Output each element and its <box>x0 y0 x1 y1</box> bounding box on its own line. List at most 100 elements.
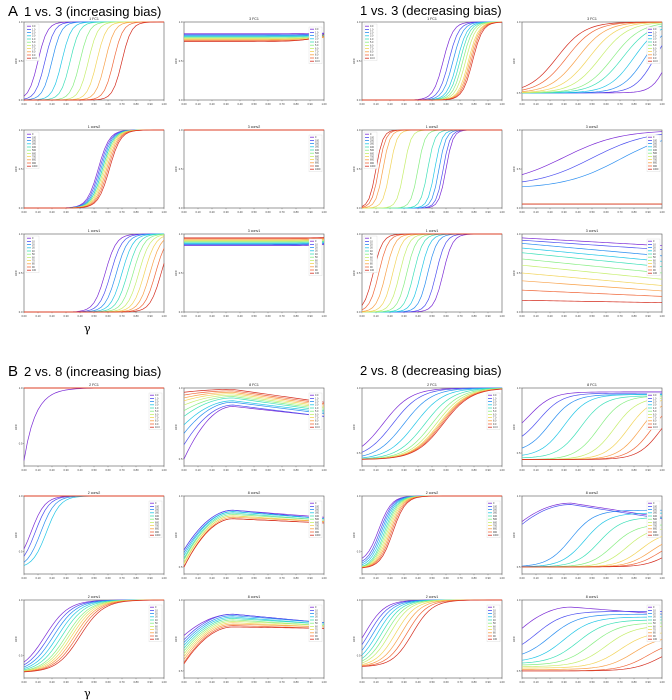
legend-label: 500 <box>653 152 658 155</box>
y-tick-label: 0.5 <box>357 271 361 275</box>
x-tick-label: 0.10 <box>373 680 379 684</box>
legend-label: 7.0 <box>653 51 657 54</box>
chart-title: 8 conv2 <box>586 491 599 495</box>
series-line <box>183 619 325 652</box>
legend-label: 60 <box>32 256 35 259</box>
x-tick-label: 0.90 <box>645 314 651 318</box>
legend-label: 60 <box>155 625 158 628</box>
x-tick-label: 0.80 <box>631 210 637 214</box>
legend-label: 300 <box>653 512 658 515</box>
legend-label: 4.0 <box>32 38 36 41</box>
series-line <box>183 626 325 665</box>
chart-panel: 8 FC1 ACC 0.00 0.10 0.20 0.30 0.40 0.50 0.60 0.70… <box>174 383 327 472</box>
series-line <box>362 21 503 101</box>
x-tick-label: 0.10 <box>195 102 201 106</box>
x-tick-label: 0.80 <box>133 680 139 684</box>
series-line <box>183 397 325 417</box>
series-line <box>184 240 325 243</box>
legend-label: 200 <box>315 509 320 512</box>
x-tick-label: 0.80 <box>631 576 637 580</box>
x-tick-label: 0.80 <box>133 210 139 214</box>
legend-label: 8.0 <box>155 420 159 423</box>
series-line <box>184 243 325 246</box>
x-tick-label: 0.40 <box>237 680 243 684</box>
y-tick-label: 1.0 <box>357 20 361 24</box>
y-tick-label: 1.0 <box>517 128 521 132</box>
legend-label: 10.0 <box>653 60 658 63</box>
x-tick-label: 0.00 <box>21 680 27 684</box>
y-tick-label: 0.5 <box>517 91 521 95</box>
x-tick-label: 0.20 <box>49 210 55 214</box>
legend-label: 2.0 <box>493 401 497 404</box>
x-tick-label: 0.60 <box>443 102 449 106</box>
y-axis-label: ACC <box>352 166 356 172</box>
series-line <box>521 625 663 667</box>
legend-label: 7.0 <box>653 417 657 420</box>
series-line <box>361 599 502 667</box>
legend-label: 20 <box>493 613 496 616</box>
x-tick-label: 0.80 <box>471 680 477 684</box>
x-tick-label: 0.80 <box>133 576 139 580</box>
x-tick-label: 0.10 <box>35 576 41 580</box>
legend-label: 40 <box>315 619 318 622</box>
y-axis-label: ACC <box>352 58 356 64</box>
legend-label: 60 <box>315 259 318 262</box>
x-tick-label: 0.00 <box>359 102 365 106</box>
x-tick-label: 0.70 <box>617 468 623 472</box>
x-tick-label: 0.40 <box>415 680 421 684</box>
legend-label: 1000 <box>370 165 376 168</box>
series-line <box>183 618 325 649</box>
chart-title: 2 FC1 <box>89 383 99 387</box>
x-tick-label: 0.20 <box>49 680 55 684</box>
legend-label: 600 <box>493 521 498 524</box>
y-axis-label: ACC <box>512 424 516 430</box>
legend-label: 2.0 <box>653 35 657 38</box>
legend-label: 7.0 <box>155 417 159 420</box>
x-tick-label: 0.40 <box>77 576 83 580</box>
x-tick-label: 0.70 <box>617 680 623 684</box>
x-tick-label: 0.30 <box>561 102 567 106</box>
legend-label: 80 <box>315 266 318 269</box>
series-line <box>184 36 325 40</box>
x-tick-label: 0.20 <box>547 468 553 472</box>
x-tick-label: 0.70 <box>279 314 285 318</box>
x-tick-label: 0.80 <box>293 468 299 472</box>
x-tick-label: 0.90 <box>307 102 313 106</box>
series-line <box>521 133 663 183</box>
y-tick-label: 1.0 <box>179 494 183 498</box>
x-tick-label: 0.60 <box>105 468 111 472</box>
x-tick-label: 1.00 <box>499 680 505 684</box>
legend-label: 5.0 <box>315 410 319 413</box>
legend-label: 5.0 <box>653 410 657 413</box>
x-tick-label: 0.40 <box>415 576 421 580</box>
x-tick-label: 0.90 <box>147 102 153 106</box>
legend-label: 7.0 <box>370 48 374 51</box>
y-tick-label: 0.5 <box>517 167 521 171</box>
y-tick-label: 1.0 <box>19 386 23 390</box>
legend-label: 0 <box>315 136 317 139</box>
legend-label: 50 <box>315 622 318 625</box>
legend-label: 90 <box>653 635 656 638</box>
chart-title: 8 conv1 <box>248 595 261 599</box>
x-tick-label: 0.20 <box>49 576 55 580</box>
x-tick-label: 0.20 <box>547 576 553 580</box>
x-tick-label: 0.40 <box>237 210 243 214</box>
x-tick-label: 0.60 <box>603 102 609 106</box>
legend-label: 50 <box>155 622 158 625</box>
legend-label: 20 <box>653 247 656 250</box>
legend-label: 900 <box>155 531 160 534</box>
legend-label: 90 <box>315 635 318 638</box>
y-tick-label: 0.5 <box>179 167 183 171</box>
legend-label: 90 <box>370 266 373 269</box>
y-tick-label: 0.5 <box>19 550 23 554</box>
series-line <box>521 611 662 645</box>
chart-panel: 2 FC1 ACC 0.00 0.10 0.20 0.30 0.40 0.50 0.60 0.70… <box>352 383 505 472</box>
series-line <box>183 623 325 660</box>
plot-frame <box>183 129 325 209</box>
x-tick-label: 0.10 <box>195 576 201 580</box>
legend-label: 100 <box>32 136 37 139</box>
y-tick-label: 0.0 <box>179 98 183 102</box>
legend-label: 700 <box>315 525 320 528</box>
x-tick-label: 0.40 <box>575 102 581 106</box>
